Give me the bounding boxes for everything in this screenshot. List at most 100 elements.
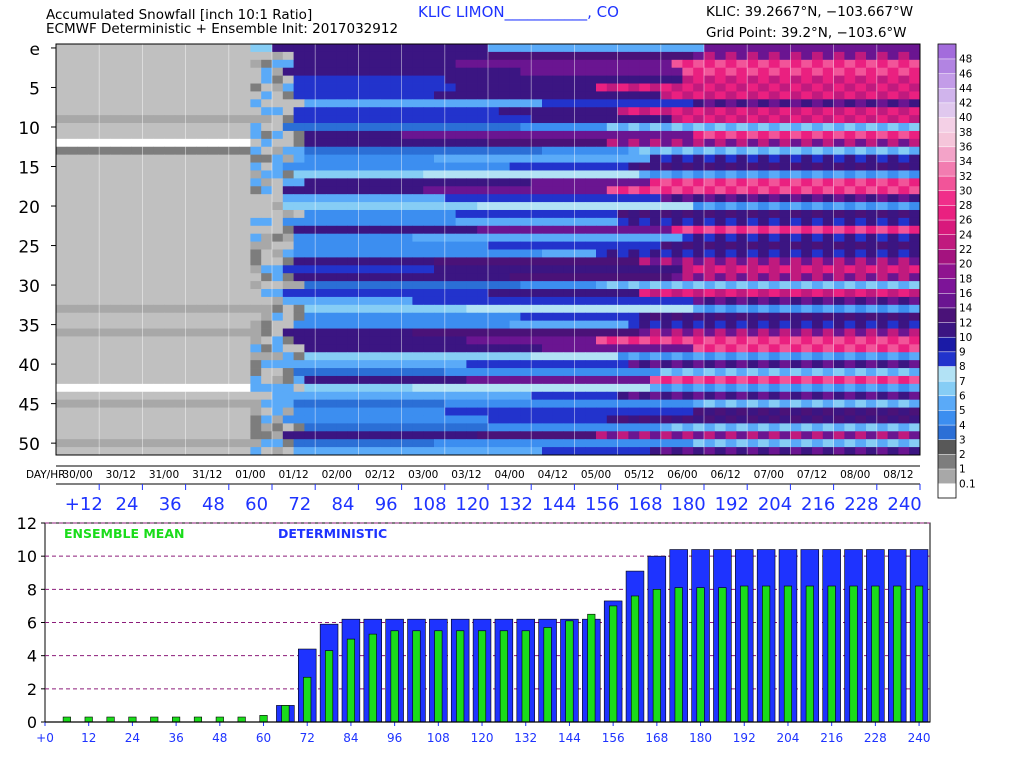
heatmap-cell bbox=[272, 257, 284, 266]
heatmap-cell bbox=[56, 399, 68, 408]
heatmap-row-7 bbox=[56, 99, 921, 108]
heatmap-cell bbox=[704, 209, 716, 219]
heatmap-cell bbox=[574, 336, 586, 345]
heatmap-cell bbox=[768, 431, 780, 440]
heatmap-cell bbox=[498, 375, 510, 385]
heatmap-cell bbox=[563, 281, 575, 290]
heatmap-cell bbox=[185, 296, 197, 306]
heatmap-cell bbox=[887, 320, 899, 329]
heatmap-cell bbox=[898, 344, 910, 353]
heatmap-cell bbox=[164, 186, 176, 195]
heatmap-cell bbox=[552, 123, 564, 132]
heatmap-cell bbox=[207, 304, 219, 314]
heatmap-cell bbox=[736, 123, 748, 132]
heatmap-cell bbox=[736, 447, 748, 456]
heatmap-cell bbox=[207, 439, 219, 448]
heatmap-cell bbox=[822, 383, 834, 393]
heatmap-cell bbox=[380, 344, 392, 353]
heatmap-cell bbox=[531, 162, 543, 171]
heatmap-cell bbox=[272, 328, 284, 337]
forecast-hour-label: 132 bbox=[499, 494, 533, 515]
heatmap-cell bbox=[434, 233, 446, 242]
heatmap-cell bbox=[628, 170, 640, 179]
colorbar-swatch bbox=[937, 234, 957, 250]
heatmap-cell bbox=[650, 415, 662, 424]
heatmap-cell bbox=[110, 130, 122, 140]
heatmap-cell bbox=[801, 423, 813, 432]
heatmap-cell bbox=[531, 241, 543, 250]
heatmap-cell bbox=[142, 44, 154, 53]
heatmap-cell bbox=[790, 138, 802, 148]
heatmap-cell bbox=[714, 233, 726, 242]
heatmap-cell bbox=[768, 273, 780, 282]
heatmap-cell bbox=[617, 447, 629, 456]
ensemble-mean-bar bbox=[915, 585, 924, 723]
heatmap-cell bbox=[380, 336, 392, 345]
heatmap-cell bbox=[66, 115, 78, 124]
heatmap-cell bbox=[704, 154, 716, 163]
heatmap-cell bbox=[520, 67, 532, 77]
heatmap-cell bbox=[779, 217, 791, 227]
heatmap-cell bbox=[304, 257, 316, 266]
heatmap-row-23 bbox=[56, 225, 921, 235]
heatmap-cell bbox=[315, 447, 327, 456]
heatmap-cell bbox=[120, 399, 132, 408]
heatmap-cell bbox=[347, 186, 359, 195]
heatmap-cell bbox=[617, 225, 629, 235]
heatmap-cell bbox=[509, 431, 521, 440]
heatmap-cell bbox=[444, 423, 456, 432]
heatmap-cell bbox=[272, 225, 284, 235]
heatmap-cell bbox=[218, 194, 230, 203]
heatmap-cell bbox=[390, 281, 402, 290]
heatmap-cell bbox=[660, 281, 672, 290]
heatmap-cell bbox=[250, 344, 262, 353]
heatmap-cell bbox=[131, 241, 143, 250]
heatmap-cell bbox=[390, 352, 402, 361]
heatmap-cell bbox=[304, 439, 316, 448]
ensemble-mean-bar bbox=[740, 585, 749, 723]
heatmap-cell bbox=[293, 186, 305, 195]
heatmap-cell bbox=[174, 75, 186, 84]
heatmap-cell bbox=[596, 304, 608, 314]
heatmap-cell bbox=[66, 91, 78, 100]
heatmap-cell bbox=[56, 186, 68, 195]
heatmap-cell bbox=[876, 170, 888, 179]
heatmap-cell bbox=[455, 439, 467, 448]
heatmap-cell bbox=[639, 186, 651, 195]
heatmap-cell bbox=[164, 281, 176, 290]
heatmap-cell bbox=[380, 83, 392, 92]
heatmap-cell bbox=[455, 107, 467, 116]
heatmap-cell bbox=[542, 336, 554, 345]
forecast-hour-label: 168 bbox=[628, 494, 662, 515]
heatmap-cell bbox=[56, 209, 68, 219]
heatmap-cell bbox=[444, 391, 456, 401]
heatmap-cell bbox=[401, 431, 413, 440]
heatmap-cell bbox=[88, 83, 100, 92]
heatmap-cell bbox=[855, 368, 867, 377]
heatmap-cell bbox=[617, 431, 629, 440]
heatmap-cell bbox=[574, 375, 586, 385]
heatmap-cell bbox=[110, 241, 122, 250]
heatmap-cell bbox=[704, 391, 716, 401]
heatmap-cell bbox=[131, 194, 143, 203]
heatmap-cell bbox=[876, 123, 888, 132]
heatmap-cell bbox=[866, 407, 878, 416]
heatmap-cell bbox=[228, 202, 240, 211]
heatmap-cell bbox=[671, 431, 683, 440]
heatmap-cell bbox=[585, 265, 597, 274]
member-tick-label: 20 bbox=[18, 198, 40, 218]
heatmap-cell bbox=[293, 265, 305, 274]
heatmap-cell bbox=[412, 407, 424, 416]
heatmap-cell bbox=[596, 115, 608, 124]
heatmap-cell bbox=[714, 375, 726, 385]
heatmap-cell bbox=[412, 59, 424, 69]
heatmap-cell bbox=[347, 202, 359, 211]
heatmap-cell bbox=[812, 407, 824, 416]
heatmap-cell bbox=[563, 194, 575, 203]
heatmap-cell bbox=[434, 312, 446, 322]
heatmap-cell bbox=[898, 194, 910, 203]
heatmap-cell bbox=[498, 178, 510, 187]
heatmap-cell bbox=[228, 130, 240, 140]
heatmap-cell bbox=[682, 391, 694, 401]
heatmap-cell bbox=[552, 75, 564, 84]
